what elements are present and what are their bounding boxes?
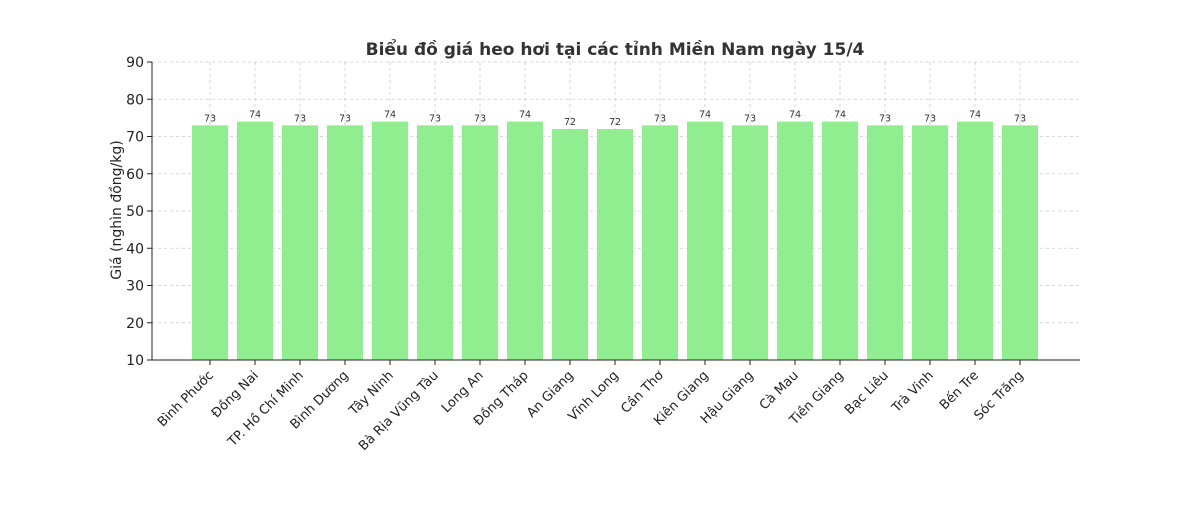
y-tick-label: 80 [126, 92, 144, 108]
bar [237, 121, 273, 360]
bar-value-label: 73 [924, 113, 936, 124]
bar [462, 125, 498, 360]
bar-value-label: 72 [609, 117, 621, 128]
x-tick-label: Sóc Trăng [971, 368, 1026, 423]
y-tick-label: 30 [126, 279, 144, 295]
x-tick-label: Bến Tre [937, 368, 982, 413]
y-tick-label: 10 [126, 353, 144, 369]
bar [327, 125, 363, 360]
x-tick-label: Bạc Liêu [842, 368, 892, 418]
x-tick-label: Trà Vinh [889, 368, 937, 416]
bar-value-label: 74 [384, 110, 396, 121]
y-tick-label: 70 [126, 130, 144, 146]
bar [912, 125, 948, 360]
bar [597, 129, 633, 360]
bar-value-label: 73 [1014, 113, 1026, 124]
bar-value-label: 74 [969, 110, 981, 121]
bar [642, 125, 678, 360]
bar-value-label: 73 [429, 113, 441, 124]
bar-value-label: 74 [699, 110, 711, 121]
y-tick-label: 20 [126, 316, 144, 332]
bar-value-label: 74 [789, 110, 801, 121]
data-labels-layer: 73 74 73 73 74 73 73 74 72 72 73 74 73 74 74 73 73 74 73 [204, 110, 1026, 128]
bar-value-label: 73 [654, 113, 666, 124]
y-ticks-layer: 10 20 30 40 50 60 70 80 90 [126, 55, 152, 369]
bar-value-label: 73 [879, 113, 891, 124]
bar [282, 125, 318, 360]
bar-value-label: 73 [339, 113, 351, 124]
bar [417, 125, 453, 360]
x-tick-label: TP. Hồ Chí Minh [225, 368, 307, 450]
bar-value-label: 74 [834, 110, 846, 121]
chart-title: Biểu đồ giá heo hơi tại các tỉnh Miền Na… [366, 38, 865, 60]
bar-value-label: 72 [564, 117, 576, 128]
x-tick-label: Cà Mau [757, 368, 802, 413]
y-tick-label: 60 [126, 167, 144, 183]
bar-value-label: 73 [294, 113, 306, 124]
y-tick-label: 90 [126, 55, 144, 71]
bar [507, 121, 543, 360]
bar [867, 125, 903, 360]
bar [1002, 125, 1038, 360]
x-tick-label: Bà Rịa Vũng Tàu [356, 368, 442, 454]
y-tick-label: 50 [126, 204, 144, 220]
bars-layer [192, 121, 1038, 360]
bar [192, 125, 228, 360]
bar [822, 121, 858, 360]
bar [777, 121, 813, 360]
bar [372, 121, 408, 360]
bar-value-label: 73 [744, 113, 756, 124]
y-tick-label: 40 [126, 241, 144, 257]
bar [957, 121, 993, 360]
bar-value-label: 74 [519, 110, 531, 121]
y-axis-label: Giá (nghìn đồng/kg) [108, 140, 125, 279]
bar-value-label: 74 [249, 110, 261, 121]
bar [552, 129, 588, 360]
x-tick-label: Bình Phước [155, 368, 217, 430]
bar [687, 121, 723, 360]
bar [732, 125, 768, 360]
bar-value-label: 73 [474, 113, 486, 124]
bar-value-label: 73 [204, 113, 216, 124]
